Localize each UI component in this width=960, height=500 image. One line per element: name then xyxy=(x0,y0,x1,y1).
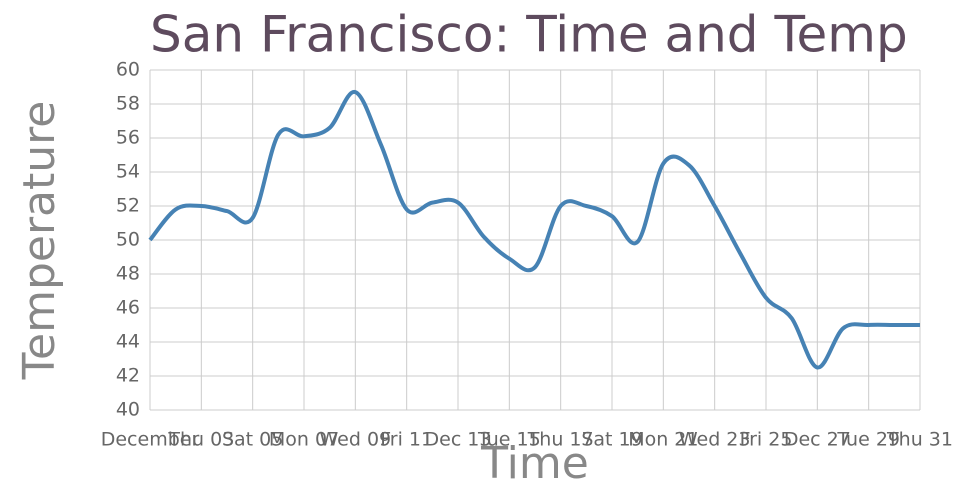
line xyxy=(148,90,920,370)
x-tick-label: Mon 07 xyxy=(269,429,339,451)
y-axis-title: Temperature xyxy=(14,101,65,381)
x-tick-label: Thu 03 xyxy=(167,429,234,451)
y-tick-label: 50 xyxy=(116,229,140,251)
x-tick-label: Tue 15 xyxy=(477,429,541,451)
x-tick-label: Wed 23 xyxy=(679,429,751,451)
x-tick-label: Wed 09 xyxy=(320,429,392,451)
x-tick-label: Fri 11 xyxy=(380,429,433,451)
x-tick-label: December xyxy=(101,429,200,451)
x-tick-label: Sat 19 xyxy=(581,429,642,451)
x-tick-label: Tue 29 xyxy=(836,429,900,451)
y-tick-label: 42 xyxy=(116,365,140,387)
x-tick-label: Thu 31 xyxy=(886,429,953,451)
x-tick-label: Dec 27 xyxy=(784,429,851,451)
chart-title: San Francisco: Time and Temp xyxy=(150,6,908,64)
x-tick-label: Dec 13 xyxy=(425,429,492,451)
y-tick-label: 58 xyxy=(116,93,140,115)
y-tick-label: 56 xyxy=(116,127,140,149)
x-tick-label: Thu 17 xyxy=(527,429,594,451)
x-tick-label: Mon 21 xyxy=(628,429,698,451)
y-tick-label: 52 xyxy=(116,195,140,217)
y-tick-label: 46 xyxy=(116,297,140,319)
x-tick-label: Sat 05 xyxy=(222,429,283,451)
x-axis-title: Time xyxy=(480,438,589,489)
y-tick-label: 40 xyxy=(116,399,140,421)
y-tick-label: 44 xyxy=(116,331,140,353)
y-tick-label: 48 xyxy=(116,263,140,285)
y-tick-label: 54 xyxy=(116,161,140,183)
x-tick-label: Fri 25 xyxy=(740,429,793,451)
y-tick-label: 60 xyxy=(116,59,140,81)
